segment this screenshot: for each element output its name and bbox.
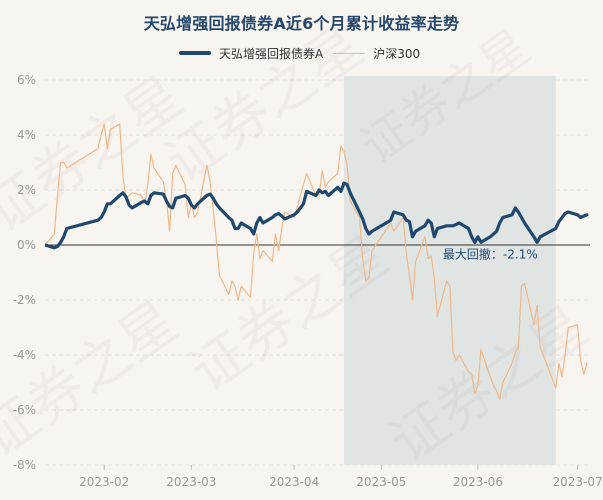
legend-fund-label: 天弘增强回报债券A: [219, 46, 324, 61]
drawdown-region: [343, 76, 556, 465]
y-tick-label: -2%: [13, 293, 36, 307]
y-tick-label: 4%: [17, 128, 36, 142]
x-tick-label: 2023-05: [356, 475, 406, 489]
legend-fund-swatch: [179, 51, 211, 55]
y-tick-label: 2%: [17, 183, 36, 197]
x-tick-label: 2023-02: [79, 475, 129, 489]
x-tick-label: 2023-06: [453, 475, 503, 489]
x-tick-label: 2023-03: [166, 475, 216, 489]
y-tick-label: -4%: [13, 348, 36, 362]
legend-item-fund: 天弘增强回报债券A: [179, 45, 323, 62]
y-tick-label: 6%: [17, 73, 36, 87]
legend-index-label: 沪深300: [373, 46, 421, 61]
y-tick-label: -6%: [13, 403, 36, 417]
x-tick-label: 2023-07: [552, 475, 602, 489]
x-tick-label: 2023-04: [269, 475, 319, 489]
fund-line: [45, 181, 589, 250]
y-tick-label: 0%: [17, 238, 36, 252]
legend-item-index: 沪深300: [333, 45, 420, 62]
drawdown-label: 最大回撤：-2.1%: [443, 247, 538, 262]
y-tick-label: -8%: [13, 458, 36, 472]
chart-legend: 天弘增强回报债券A 沪深300: [179, 44, 420, 62]
chart-title: 天弘增强回报债券A近6个月累计收益率走势: [143, 14, 460, 33]
legend-index-swatch: [333, 52, 366, 54]
index-line: [45, 123, 588, 400]
